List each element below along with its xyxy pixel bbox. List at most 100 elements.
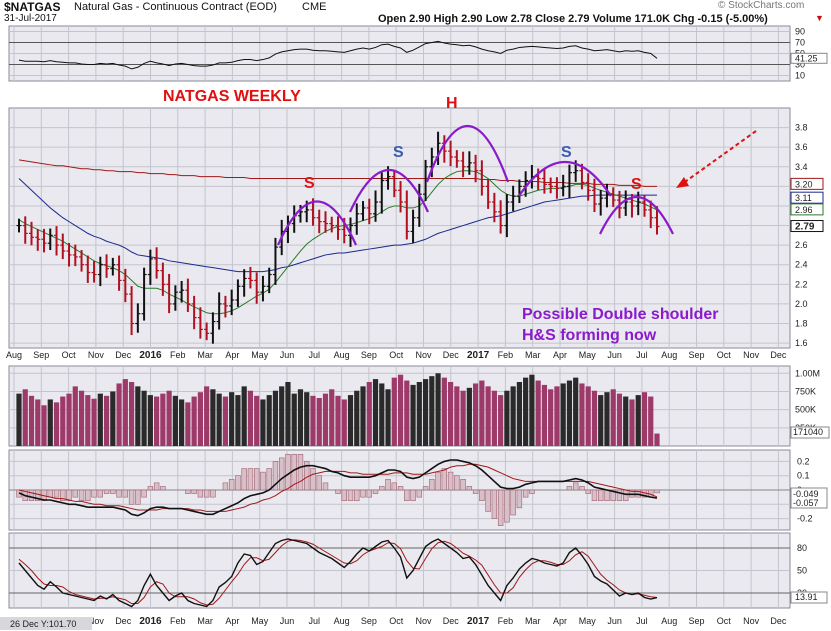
x-tick-label: Nov <box>415 616 432 626</box>
price-bar <box>591 178 597 213</box>
x-tick-label: Nov <box>743 616 760 626</box>
price-bar <box>366 198 372 225</box>
price-bar <box>491 192 497 223</box>
x-tick-label: Dec <box>770 350 787 360</box>
volume-tick-label: 500K <box>795 405 816 415</box>
x-tick-label: 2017 <box>467 350 490 361</box>
macd-histogram-bar <box>53 489 60 498</box>
price-bar <box>54 226 60 256</box>
price-bar <box>129 286 135 336</box>
macd-histogram-bar <box>591 489 598 502</box>
volume-bar <box>422 379 429 446</box>
price-bar <box>460 151 466 178</box>
x-tick-label: Jul <box>309 350 321 360</box>
price-value-box <box>790 191 824 204</box>
volume-bar <box>391 377 397 446</box>
x-tick-label: Aug <box>661 350 677 360</box>
volume-bar <box>229 392 235 446</box>
volume-bar <box>491 390 497 446</box>
price-bar <box>122 268 128 303</box>
macd-histogram-bar <box>429 478 435 491</box>
price-bar <box>329 216 335 233</box>
price-bar <box>29 221 35 246</box>
price-bar <box>335 216 341 240</box>
price-bar <box>147 249 153 285</box>
x-tick-label: May <box>579 616 597 626</box>
volume-bar <box>185 402 191 446</box>
macd-histogram-bar <box>141 489 147 498</box>
x-tick-label: Apr <box>553 350 567 360</box>
annotation-note-line1: Possible Double shoulder <box>522 306 718 323</box>
price-bar <box>548 177 554 194</box>
macd-signal-value: -0.049 <box>793 489 819 499</box>
x-tick-label: 2017 <box>467 616 490 627</box>
macd-histogram-bar <box>135 489 141 505</box>
volume-bar <box>97 393 103 446</box>
x-tick-label: Aug <box>334 350 350 360</box>
price-bar <box>166 273 172 314</box>
x-tick-label: Mar <box>525 616 541 626</box>
macd-histogram-bar <box>372 489 379 494</box>
volume-bar <box>172 395 178 446</box>
macd-histogram-bar <box>147 486 154 491</box>
x-tick-label: Sep <box>688 350 704 360</box>
price-bar <box>266 267 272 294</box>
s-label-left: S <box>304 175 315 192</box>
macd-histogram-bar <box>454 475 460 491</box>
volume-bar <box>648 396 654 446</box>
macd-histogram-bar <box>160 486 166 491</box>
x-tick-label: Nov <box>88 350 105 360</box>
price-bar <box>247 266 253 289</box>
macd-histogram-bar <box>516 489 523 509</box>
annotation-title: NATGAS WEEKLY <box>163 88 301 105</box>
volume-bar <box>266 395 272 446</box>
price-value-box <box>790 203 824 216</box>
volume-bar <box>641 392 648 446</box>
x-tick-label: Dec <box>443 616 460 626</box>
volume-bar <box>47 399 53 446</box>
x-tick-label: Dec <box>443 350 460 360</box>
macd-histogram-bar <box>310 468 316 491</box>
price-bar <box>504 194 510 238</box>
macd-histogram-bar <box>385 478 391 491</box>
macd-histogram-bar <box>285 453 291 491</box>
price-bar <box>79 250 85 272</box>
volume-bar <box>297 389 304 446</box>
price-bar <box>479 160 485 196</box>
macd-histogram-bar <box>72 489 78 498</box>
volume-bar <box>485 386 491 446</box>
macd-histogram-bar <box>78 489 85 502</box>
macd-histogram-bar <box>347 489 354 502</box>
price-bar <box>116 255 122 291</box>
macd-histogram-bar <box>91 489 97 498</box>
volume-bar <box>629 399 635 446</box>
volume-bar <box>279 386 285 446</box>
macd-histogram-bar <box>416 489 423 498</box>
price-bar <box>554 177 560 199</box>
macd-histogram-bar <box>335 489 341 494</box>
x-tick-label: Aug <box>334 616 350 626</box>
price-tick-label: 2.2 <box>795 279 808 289</box>
macd-histogram-bar <box>441 468 448 491</box>
volume-last-value: 171040 <box>793 427 823 437</box>
volume-bar <box>623 396 629 446</box>
volume-bar <box>335 395 341 446</box>
price-bar <box>47 228 53 251</box>
macd-histogram-bar <box>153 482 160 491</box>
instrument-name: Natural Gas - Continuous Contract (EOD) <box>74 1 277 13</box>
volume-bar <box>204 386 210 446</box>
price-bar <box>516 179 522 204</box>
volume-bar <box>441 377 447 446</box>
macd-tick-label: 0.1 <box>797 471 810 481</box>
x-tick-label: Jul <box>309 616 321 626</box>
macd-histogram-bar <box>47 489 53 498</box>
price-bar <box>466 151 472 175</box>
volume-bar <box>379 383 385 446</box>
price-value-box <box>790 220 824 233</box>
x-tick-label: Dec <box>115 350 132 360</box>
macd-histogram-bar <box>610 489 616 502</box>
price-tick-label: 3.6 <box>795 142 808 152</box>
volume-bar <box>591 390 598 446</box>
macd-histogram-bar <box>397 486 404 491</box>
price-bar <box>585 173 591 201</box>
